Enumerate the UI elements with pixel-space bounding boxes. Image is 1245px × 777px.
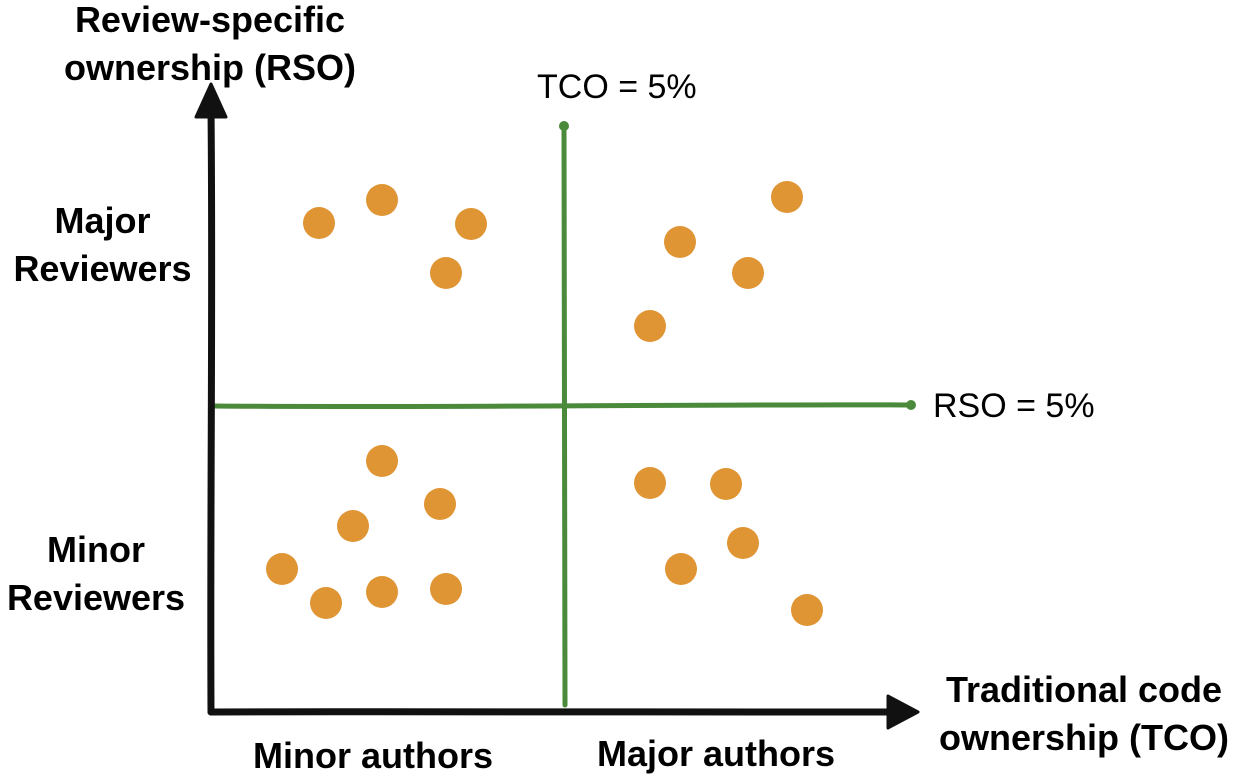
dot-bottom-left <box>430 573 462 605</box>
dot-bottom-right <box>791 594 823 626</box>
tco-threshold-label: TCO = 5% <box>537 68 697 106</box>
dot-bottom-right <box>665 553 697 585</box>
minor-reviewers-line1: Minor <box>47 529 145 570</box>
dot-bottom-right <box>710 468 742 500</box>
tco-line-endpoint <box>559 121 569 131</box>
dot-top-right <box>634 310 666 342</box>
dot-bottom-left <box>366 445 398 477</box>
dot-bottom-left <box>424 488 456 520</box>
y-axis-line <box>207 106 216 716</box>
dot-bottom-right <box>634 467 666 499</box>
major-authors-label: Major authors <box>597 733 836 774</box>
x-axis-title-line1: Traditional code <box>945 669 1223 710</box>
major-reviewers-line2: Reviewers <box>13 248 192 289</box>
minor-authors-label: Minor authors <box>253 735 493 776</box>
major-reviewers-label: Major Reviewers <box>0 203 205 287</box>
major-reviewers-line1: Major <box>54 200 151 241</box>
dot-top-right <box>664 226 696 258</box>
y-axis-title-line1: Review-specific <box>74 0 346 40</box>
y-axis-title-line2: ownership (RSO) <box>63 47 356 88</box>
x-axis-title: Traditional code ownership (TCO) <box>925 672 1243 756</box>
rso-threshold-label: RSO = 5% <box>933 387 1095 425</box>
x-axis-arrowhead <box>886 694 920 730</box>
dot-bottom-left <box>266 553 298 585</box>
rso-threshold-line <box>212 402 913 410</box>
dot-bottom-left <box>366 576 398 608</box>
dot-top-left <box>303 207 335 239</box>
dot-top-right <box>771 181 803 213</box>
minor-reviewers-label: Minor Reviewers <box>0 532 192 616</box>
dot-top-left <box>430 257 462 289</box>
dot-bottom-right <box>727 527 759 559</box>
dot-bottom-left <box>310 587 342 619</box>
y-axis-arrowhead <box>194 82 228 119</box>
dot-bottom-left <box>337 510 369 542</box>
y-axis-title: Review-specific ownership (RSO) <box>30 2 390 86</box>
tco-threshold-line <box>561 122 568 708</box>
dot-top-right <box>732 257 764 289</box>
dot-top-left <box>366 184 398 216</box>
dot-top-left <box>455 208 487 240</box>
minor-reviewers-line2: Reviewers <box>6 577 186 618</box>
x-axis-line <box>207 708 899 717</box>
rso-line-endpoint <box>906 400 916 410</box>
x-axis-title-line2: ownership (TCO) <box>939 717 1229 758</box>
